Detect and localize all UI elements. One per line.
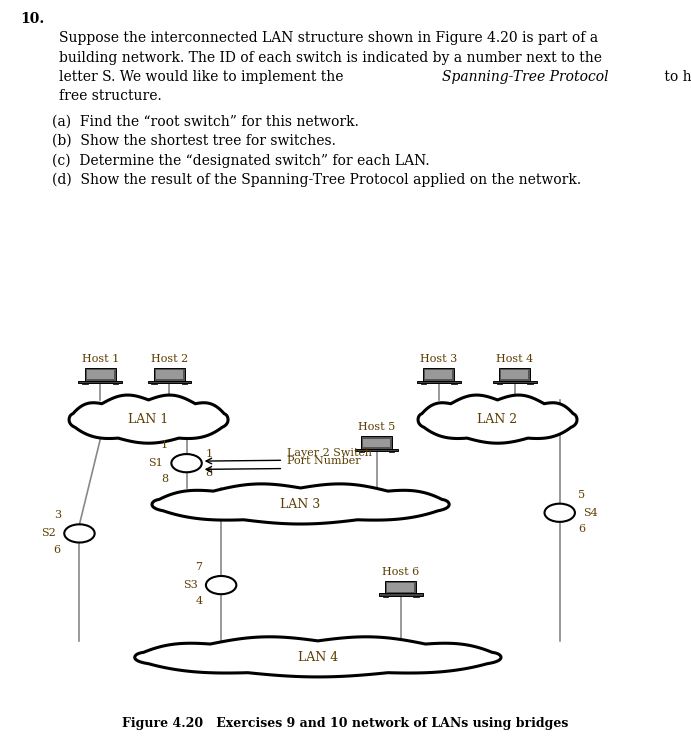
Bar [84,368,115,381]
Bar [151,383,157,384]
Text: S4: S4 [583,508,598,518]
Text: LAN 4: LAN 4 [298,651,338,664]
Bar [421,383,426,384]
Text: 4: 4 [196,596,202,606]
Circle shape [206,576,236,594]
Bar [497,383,502,384]
Bar [355,449,398,451]
Text: Host 4: Host 4 [496,354,533,364]
Text: (d)  Show the result of the Spanning-Tree Protocol applied on the network.: (d) Show the result of the Spanning-Tree… [52,173,581,187]
Bar [155,370,183,379]
Bar [413,596,419,597]
Bar [417,381,460,383]
Polygon shape [69,395,228,444]
Text: Host 1: Host 1 [82,354,119,364]
Bar [389,451,395,452]
Bar [182,383,187,384]
Text: 6: 6 [54,545,61,554]
Bar [363,438,390,447]
Bar [386,581,416,593]
Text: S1: S1 [149,458,163,468]
Text: Host 6: Host 6 [382,567,419,577]
Text: Suppose the interconnected LAN structure shown in Figure 4.20 is part of a: Suppose the interconnected LAN structure… [59,31,598,45]
Text: Spanning-Tree Protocol: Spanning-Tree Protocol [442,70,609,84]
Text: 3: 3 [54,510,61,520]
Circle shape [545,503,575,522]
Bar [501,370,529,379]
Text: 1: 1 [161,440,168,450]
Text: building network. The ID of each switch is indicated by a number next to the: building network. The ID of each switch … [59,51,602,65]
Bar [527,383,533,384]
Text: Host 3: Host 3 [420,354,457,364]
Circle shape [64,524,95,542]
Polygon shape [135,637,501,677]
Bar [148,381,191,383]
Bar [379,593,422,596]
Polygon shape [152,484,449,524]
Bar [361,436,392,449]
Bar [451,383,457,384]
Bar [499,368,530,381]
Bar [78,381,122,383]
Text: 5: 5 [578,490,585,500]
Text: Host 2: Host 2 [151,354,188,364]
Text: LAN 2: LAN 2 [477,413,518,427]
Polygon shape [418,395,577,444]
Text: (a)  Find the “root switch” for this network.: (a) Find the “root switch” for this netw… [52,114,359,128]
Bar [423,368,455,381]
Text: Port Number: Port Number [287,457,361,466]
Text: LAN 1: LAN 1 [129,413,169,427]
Text: S2: S2 [41,528,56,539]
Text: 8: 8 [161,475,168,484]
Text: (b)  Show the shortest tree for switches.: (b) Show the shortest tree for switches. [52,134,336,148]
Text: Figure 4.20   Exercises 9 and 10 network of LANs using bridges: Figure 4.20 Exercises 9 and 10 network o… [122,717,569,730]
Text: Layer 2 Switch: Layer 2 Switch [287,448,372,458]
Bar [359,451,364,452]
Text: 10.: 10. [21,12,45,26]
Text: 1: 1 [205,449,212,458]
Bar [82,383,88,384]
Text: 6: 6 [578,524,585,534]
Text: 8: 8 [205,468,212,477]
Text: Host 5: Host 5 [358,422,395,432]
Text: S3: S3 [183,580,198,590]
Bar [153,368,184,381]
Bar [86,370,114,379]
Bar [387,583,415,592]
Text: free structure.: free structure. [59,89,162,103]
Bar [113,383,118,384]
Text: letter S. We would like to implement the: letter S. We would like to implement the [59,70,348,84]
Text: LAN 3: LAN 3 [281,498,321,511]
Bar [425,370,453,379]
Circle shape [171,454,202,472]
Bar [383,596,388,597]
Text: (c)  Determine the “designated switch” for each LAN.: (c) Determine the “designated switch” fo… [52,154,429,168]
Text: to have a loop-: to have a loop- [660,70,691,84]
Bar [493,381,536,383]
Text: 7: 7 [196,562,202,572]
